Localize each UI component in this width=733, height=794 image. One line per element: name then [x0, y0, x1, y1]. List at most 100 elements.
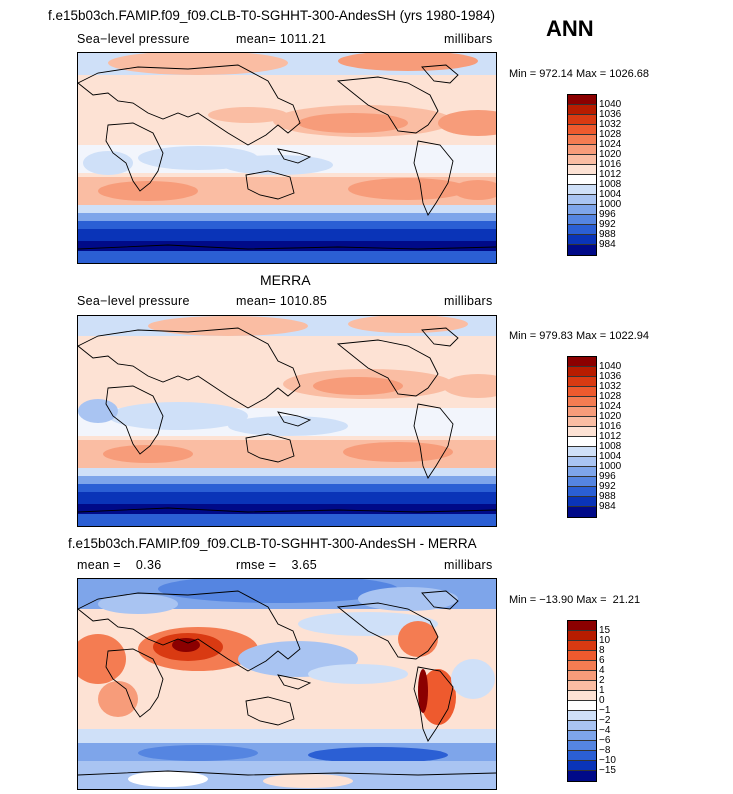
legend-tick-label: 1024 [599, 401, 622, 412]
legend-swatch [568, 145, 596, 155]
legend-swatch [568, 691, 596, 701]
legend-swatch [568, 205, 596, 215]
panel-3-mean-label: mean = 0.36 [77, 558, 162, 572]
panel-1-colorbar [567, 94, 597, 256]
legend-tick-label: −10 [599, 755, 616, 766]
legend-tick-label: −8 [599, 745, 611, 756]
legend-tick-label: 1020 [599, 149, 622, 160]
panel-1-title: f.e15b03ch.FAMIP.f09_f09.CLB-T0-SGHHT-30… [48, 8, 495, 23]
panel-2-units-label: millibars [444, 294, 493, 308]
legend-tick-label: 988 [599, 229, 616, 240]
legend-tick-label: 2 [599, 675, 605, 686]
legend-swatch [568, 771, 596, 781]
legend-tick-label: 1028 [599, 391, 622, 402]
panel-3-minmax: Min = −13.90 Max = 21.21 [509, 594, 641, 606]
legend-swatch [568, 397, 596, 407]
legend-tick-label: −4 [599, 725, 611, 736]
legend-swatch [568, 507, 596, 517]
legend-swatch [568, 447, 596, 457]
legend-swatch [568, 377, 596, 387]
panel-3-title: f.e15b03ch.FAMIP.f09_f09.CLB-T0-SGHHT-30… [68, 536, 477, 551]
legend-tick-label: 1016 [599, 421, 622, 432]
legend-tick-label: 988 [599, 491, 616, 502]
panel-1-mean-label: mean= 1011.21 [236, 32, 327, 46]
legend-tick-label: 1040 [599, 99, 622, 110]
legend-swatch [568, 487, 596, 497]
legend-swatch [568, 155, 596, 165]
legend-tick-label: 1020 [599, 411, 622, 422]
legend-tick-label: 1032 [599, 119, 622, 130]
legend-swatch [568, 225, 596, 235]
legend-swatch [568, 457, 596, 467]
panel-1-minmax: Min = 972.14 Max = 1026.68 [509, 68, 650, 80]
panel-2-colorbar [567, 356, 597, 518]
legend-swatch [568, 621, 596, 631]
legend-tick-label: 992 [599, 481, 616, 492]
panel-3-map [77, 578, 497, 790]
legend-tick-label: 1004 [599, 189, 622, 200]
legend-tick-label: 8 [599, 645, 605, 656]
legend-swatch [568, 185, 596, 195]
panel-2-mean-label: mean= 1010.85 [236, 294, 328, 308]
legend-swatch [568, 751, 596, 761]
legend-swatch [568, 467, 596, 477]
legend-swatch [568, 417, 596, 427]
legend-tick-label: 6 [599, 655, 605, 666]
panel-3-colorbar [567, 620, 597, 782]
legend-tick-label: −2 [599, 715, 611, 726]
legend-tick-label: 1036 [599, 109, 622, 120]
legend-swatch [568, 105, 596, 115]
legend-tick-label: 984 [599, 239, 616, 250]
legend-swatch [568, 367, 596, 377]
panel-3-rmse-label: rmse = 3.65 [236, 558, 317, 572]
legend-swatch [568, 477, 596, 487]
legend-tick-label: 1028 [599, 129, 622, 140]
legend-tick-label: 0 [599, 695, 605, 706]
legend-swatch [568, 631, 596, 641]
legend-swatch [568, 165, 596, 175]
legend-tick-label: 1 [599, 685, 605, 696]
legend-tick-label: −6 [599, 735, 611, 746]
panel-3-units-label: millibars [444, 558, 493, 572]
panel-1-variable-label: Sea−level pressure [77, 32, 190, 46]
panel-2-map [77, 315, 497, 527]
legend-swatch [568, 215, 596, 225]
panel-2-minmax: Min = 979.83 Max = 1022.94 [509, 330, 650, 342]
legend-tick-label: 1012 [599, 431, 622, 442]
legend-swatch [568, 641, 596, 651]
legend-tick-label: 992 [599, 219, 616, 230]
panel-1-map [77, 52, 497, 264]
legend-tick-label: 4 [599, 665, 605, 676]
legend-swatch [568, 497, 596, 507]
legend-tick-label: 1040 [599, 361, 622, 372]
legend-swatch [568, 115, 596, 125]
legend-swatch [568, 125, 596, 135]
legend-swatch [568, 387, 596, 397]
legend-swatch [568, 407, 596, 417]
panel-1-units-label: millibars [444, 32, 493, 46]
panel-2-title: MERRA [260, 272, 311, 288]
legend-swatch [568, 711, 596, 721]
legend-tick-label: 1036 [599, 371, 622, 382]
legend-tick-label: 1024 [599, 139, 622, 150]
legend-swatch [568, 651, 596, 661]
legend-tick-label: 1016 [599, 159, 622, 170]
legend-swatch [568, 721, 596, 731]
legend-swatch [568, 437, 596, 447]
legend-tick-label: 984 [599, 501, 616, 512]
panel-2-variable-label: Sea−level pressure [77, 294, 190, 308]
legend-swatch [568, 671, 596, 681]
legend-swatch [568, 661, 596, 671]
legend-swatch [568, 761, 596, 771]
legend-tick-label: 1004 [599, 451, 622, 462]
legend-swatch [568, 235, 596, 245]
legend-swatch [568, 741, 596, 751]
legend-tick-label: 1000 [599, 461, 622, 472]
legend-swatch [568, 195, 596, 205]
legend-tick-label: 996 [599, 209, 616, 220]
legend-tick-label: 1032 [599, 381, 622, 392]
legend-tick-label: 1008 [599, 179, 622, 190]
legend-swatch [568, 357, 596, 367]
legend-swatch [568, 701, 596, 711]
legend-tick-label: 1008 [599, 441, 622, 452]
